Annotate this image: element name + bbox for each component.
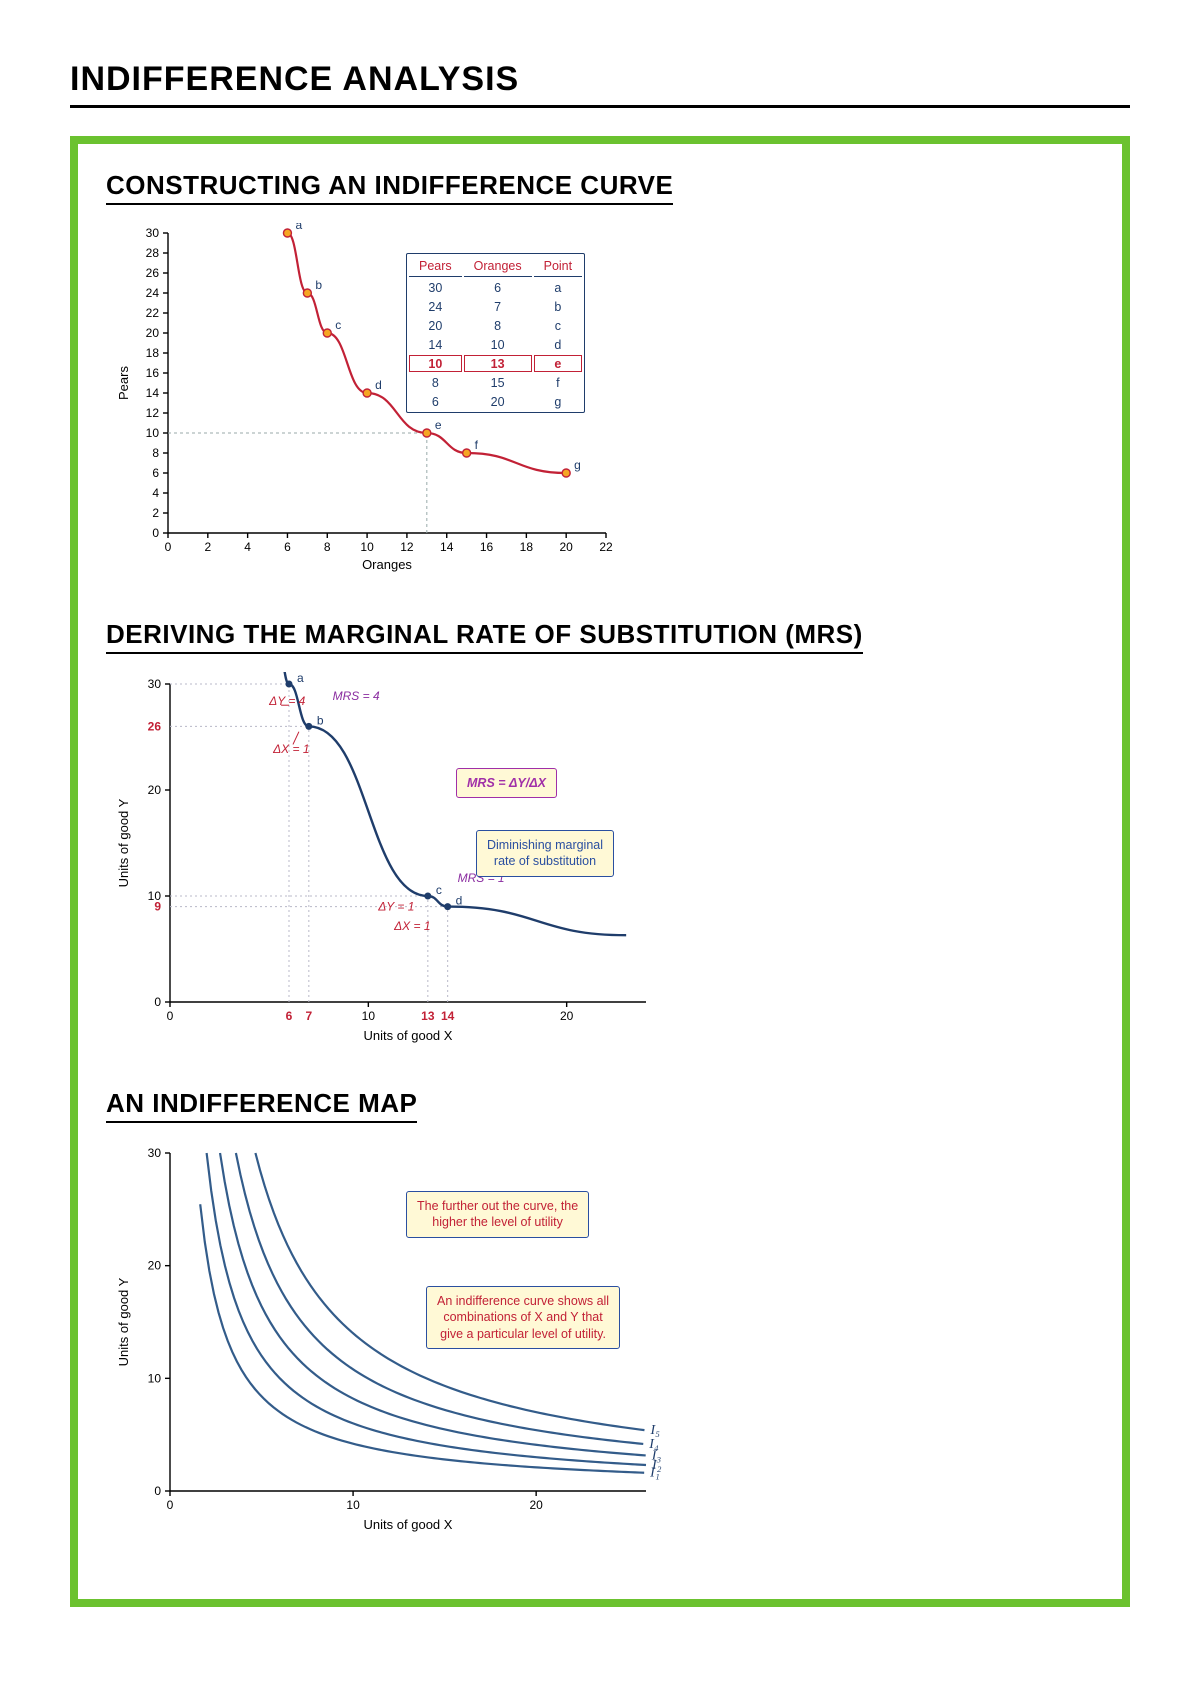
svg-text:20: 20: [529, 1498, 543, 1512]
svg-text:14: 14: [146, 386, 160, 400]
svg-text:4: 4: [244, 540, 251, 554]
svg-text:9: 9: [154, 900, 161, 914]
svg-text:10: 10: [148, 1371, 162, 1385]
svg-text:a: a: [297, 672, 304, 685]
svg-text:30: 30: [146, 226, 160, 240]
svg-text:MRS = 4: MRS = 4: [333, 689, 380, 703]
section-constructing: CONSTRUCTING AN INDIFFERENCE CURVE 02468…: [106, 164, 1094, 583]
section3-title: AN INDIFFERENCE MAP: [106, 1088, 417, 1123]
svg-text:ΔX = 1: ΔX = 1: [272, 742, 309, 756]
th-point: Point: [534, 256, 583, 277]
svg-text:30: 30: [148, 677, 162, 691]
svg-text:26: 26: [146, 266, 160, 280]
svg-text:Units of good Y: Units of good Y: [116, 798, 131, 887]
svg-text:Pears: Pears: [116, 366, 131, 400]
svg-text:0: 0: [154, 1484, 161, 1498]
svg-text:24: 24: [146, 286, 160, 300]
svg-text:c: c: [335, 318, 341, 332]
svg-text:14: 14: [440, 540, 454, 554]
svg-text:2: 2: [152, 506, 159, 520]
svg-text:Oranges: Oranges: [362, 557, 412, 572]
callout-definition: An indifference curve shows all combinat…: [426, 1286, 620, 1349]
table-row: 208c: [409, 317, 582, 334]
title-rule: [70, 105, 1130, 108]
table-row: 1013e: [409, 355, 582, 372]
svg-text:d: d: [456, 894, 463, 908]
svg-text:f: f: [475, 438, 479, 452]
table-row: 815f: [409, 374, 582, 391]
svg-text:4: 4: [152, 486, 159, 500]
svg-text:16: 16: [480, 540, 494, 554]
callout-mrs-formula: MRS = ΔY/ΔX: [456, 768, 557, 798]
svg-text:I₅: I₅: [649, 1423, 660, 1438]
svg-text:6: 6: [284, 540, 291, 554]
svg-text:22: 22: [599, 540, 613, 554]
section-map: AN INDIFFERENCE MAP 0 10 20 30 0 10 20 Units of…: [106, 1082, 1094, 1541]
svg-text:d: d: [375, 378, 382, 392]
svg-text:e: e: [435, 418, 442, 432]
svg-text:ΔY = 4: ΔY = 4: [268, 694, 306, 708]
svg-text:6: 6: [286, 1009, 293, 1023]
svg-text:7: 7: [305, 1009, 312, 1023]
svg-text:8: 8: [152, 446, 159, 460]
svg-text:Units of good X: Units of good X: [364, 1517, 453, 1532]
svg-text:0: 0: [167, 1009, 174, 1023]
svg-text:28: 28: [146, 246, 160, 260]
section2-title: DERIVING THE MARGINAL RATE OF SUBSTITUTI…: [106, 619, 863, 654]
table-row: 1410d: [409, 336, 582, 353]
svg-text:20: 20: [148, 783, 162, 797]
svg-text:20: 20: [148, 1259, 162, 1273]
svg-text:g: g: [574, 458, 581, 472]
svg-text:a: a: [295, 223, 302, 232]
section1-title: CONSTRUCTING AN INDIFFERENCE CURVE: [106, 170, 673, 205]
table-row: 306a: [409, 279, 582, 296]
svg-text:Units of good Y: Units of good Y: [116, 1277, 131, 1366]
svg-text:20: 20: [146, 326, 160, 340]
svg-text:26: 26: [148, 719, 162, 733]
svg-text:c: c: [436, 883, 442, 897]
svg-text:0: 0: [154, 995, 161, 1009]
svg-text:I₄: I₄: [648, 1437, 659, 1452]
svg-text:b: b: [315, 278, 322, 292]
svg-text:2: 2: [204, 540, 211, 554]
svg-text:30: 30: [148, 1146, 162, 1160]
svg-text:18: 18: [146, 346, 160, 360]
section-mrs: DERIVING THE MARGINAL RATE OF SUBSTITUTI…: [106, 613, 1094, 1052]
svg-text:6: 6: [152, 466, 159, 480]
svg-text:0: 0: [165, 540, 172, 554]
svg-text:8: 8: [324, 540, 331, 554]
svg-text:12: 12: [146, 406, 160, 420]
svg-text:10: 10: [346, 1498, 360, 1512]
svg-text:b: b: [317, 713, 324, 727]
indifference-table: Pears Oranges Point 306a 247b 208c 1410d 101…: [406, 253, 585, 413]
svg-text:20: 20: [560, 1009, 574, 1023]
svg-text:10: 10: [362, 1009, 376, 1023]
svg-text:ΔX = 1: ΔX = 1: [393, 919, 430, 933]
page-title: INDIFFERENCE ANALYSIS: [70, 60, 1130, 99]
callout-further-out: The further out the curve, the higher th…: [406, 1191, 589, 1238]
chart2-wrap: 010203092601020671314Units of good XUnit…: [106, 672, 1094, 1052]
svg-text:10: 10: [360, 540, 374, 554]
svg-text:12: 12: [400, 540, 414, 554]
svg-text:10: 10: [146, 426, 160, 440]
chart1-wrap: 0246810121416182022242628300246810121416…: [106, 223, 1094, 583]
svg-text:13: 13: [421, 1009, 435, 1023]
svg-text:ΔY = 1: ΔY = 1: [377, 900, 414, 914]
svg-text:22: 22: [146, 306, 160, 320]
svg-text:18: 18: [520, 540, 534, 554]
th-pears: Pears: [409, 256, 462, 277]
svg-text:20: 20: [560, 540, 574, 554]
callout-diminishing: Diminishing marginal rate of substitutio…: [476, 830, 614, 877]
page: INDIFFERENCE ANALYSIS CONSTRUCTING AN IN…: [0, 0, 1200, 1697]
svg-text:0: 0: [152, 526, 159, 540]
table-row: 247b: [409, 298, 582, 315]
table-row: 620g: [409, 393, 582, 410]
green-frame: CONSTRUCTING AN INDIFFERENCE CURVE 02468…: [70, 136, 1130, 1607]
th-oranges: Oranges: [464, 256, 532, 277]
chart3-wrap: 0 10 20 30 0 10 20 Units of good X Units of good…: [106, 1141, 1094, 1541]
svg-text:0: 0: [167, 1498, 174, 1512]
svg-text:Units of good X: Units of good X: [364, 1028, 453, 1043]
svg-text:16: 16: [146, 366, 160, 380]
svg-text:14: 14: [441, 1009, 455, 1023]
